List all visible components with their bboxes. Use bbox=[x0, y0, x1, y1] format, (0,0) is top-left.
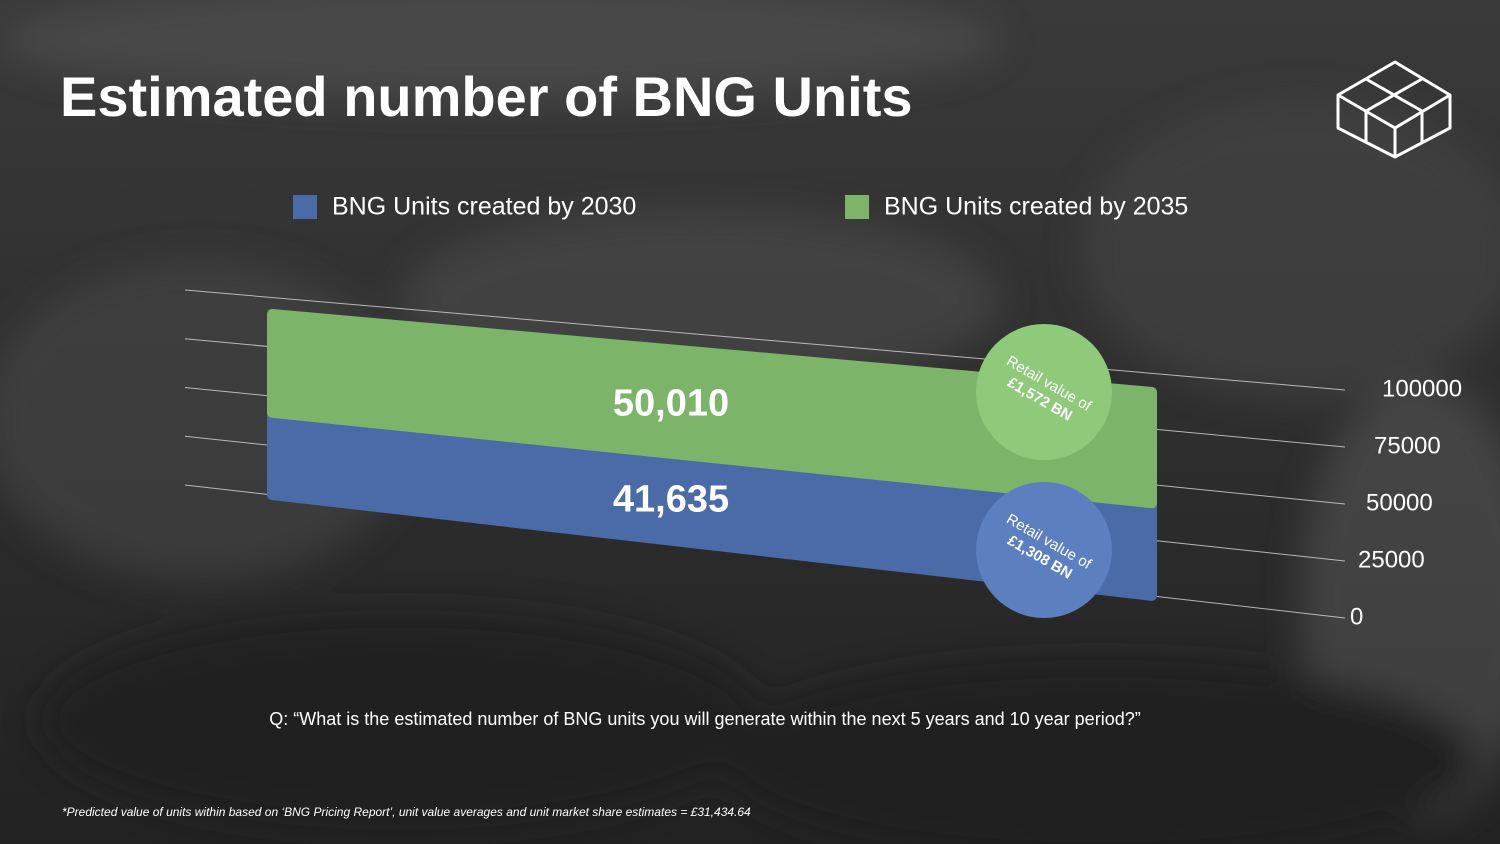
chart-title: Estimated number of BNG Units bbox=[60, 65, 913, 128]
legend-label: BNG Units created by 2030 bbox=[332, 193, 636, 221]
annotation-bubble bbox=[976, 324, 1112, 460]
legend-swatch bbox=[293, 195, 317, 219]
y-tick-label: 50000 bbox=[1366, 489, 1433, 516]
question: Q: “What is the estimated number of BNG … bbox=[269, 709, 1140, 729]
bar-segment bbox=[267, 308, 1157, 509]
annotation-bubble bbox=[976, 482, 1112, 618]
logo bbox=[1336, 60, 1452, 159]
footnote: *Predicted value of units within based o… bbox=[62, 805, 751, 819]
y-tick-label: 25000 bbox=[1358, 546, 1425, 573]
y-tick-label: 100000 bbox=[1382, 375, 1462, 402]
data-label: 50,010 bbox=[613, 383, 729, 425]
grid-line bbox=[184, 289, 1346, 391]
legend-swatch bbox=[845, 195, 869, 219]
legend-label: BNG Units created by 2035 bbox=[884, 193, 1188, 221]
data-label: 41,635 bbox=[613, 478, 729, 520]
y-tick-label: 0 bbox=[1350, 603, 1363, 630]
y-tick-label: 75000 bbox=[1374, 432, 1441, 459]
